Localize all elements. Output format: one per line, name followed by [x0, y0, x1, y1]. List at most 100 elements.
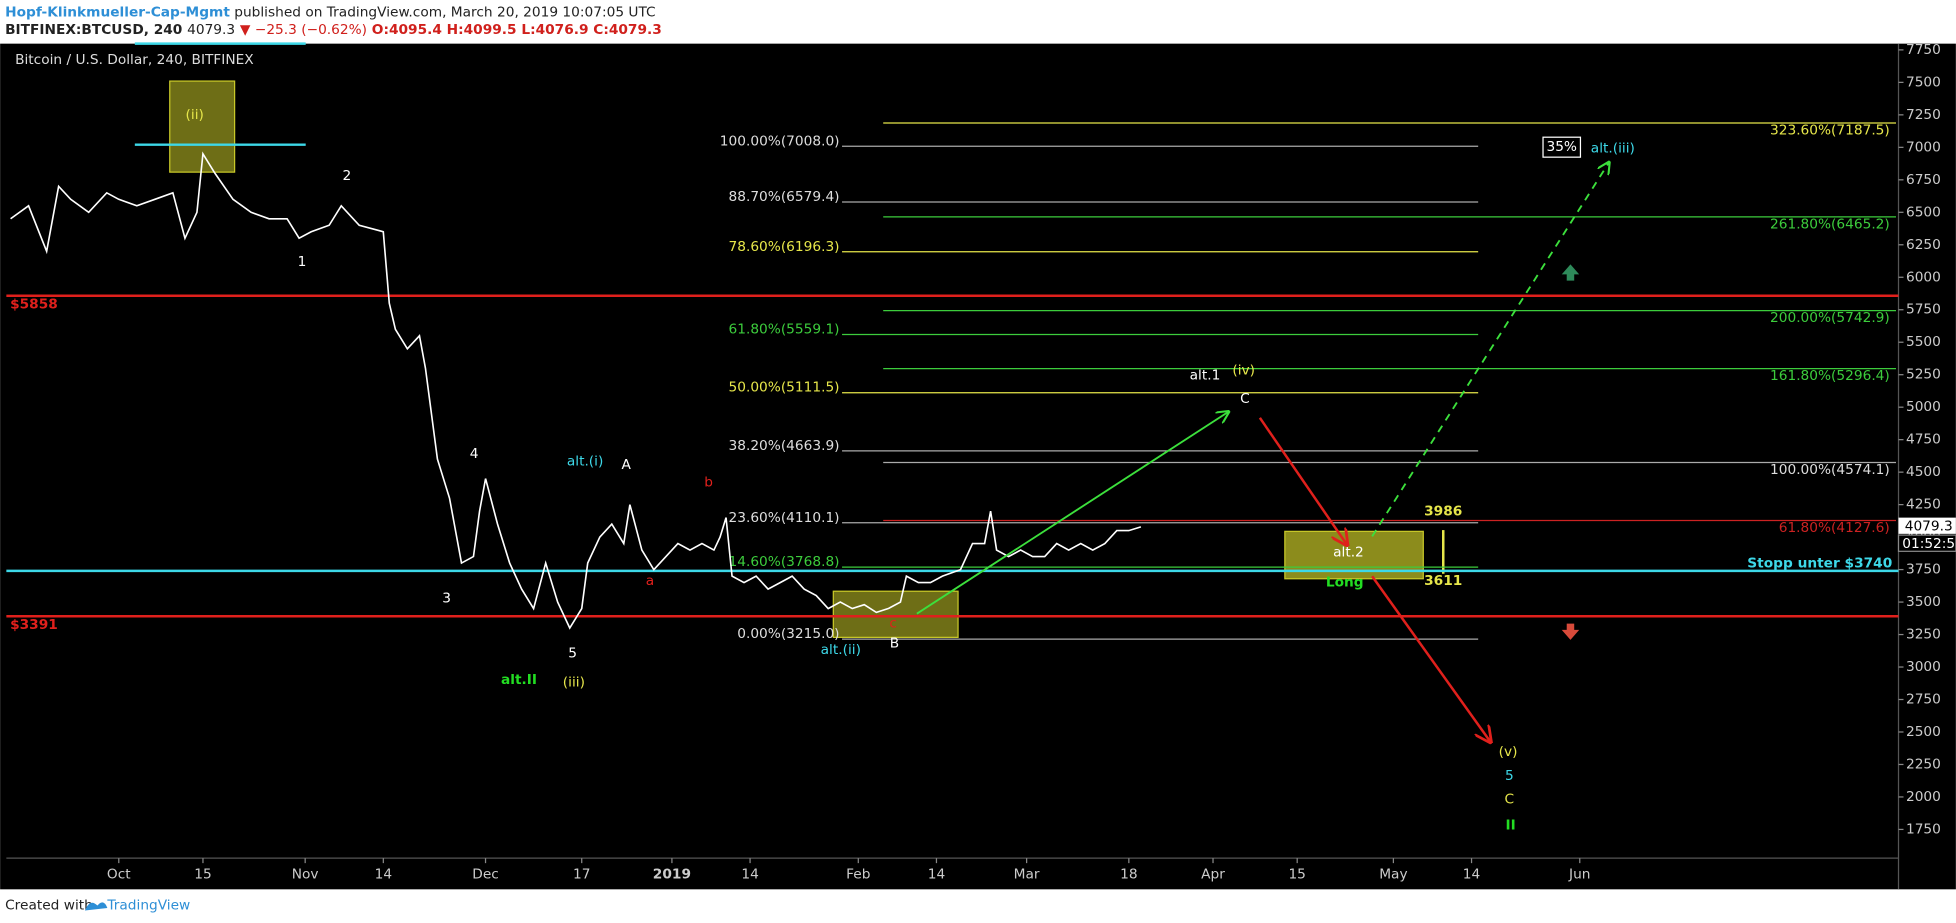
- fib-label: 78.60%(6196.3): [729, 239, 840, 255]
- wave-label: a: [646, 573, 654, 589]
- symbol: BITFINEX:BTCUSD, 240: [5, 22, 182, 38]
- fib-label: 88.70%(6579.4): [729, 189, 840, 205]
- header-line-1: Hopf-Klinkmueller-Cap-Mgmt published on …: [5, 4, 656, 20]
- change: ▼ −25.3 (−0.62%): [240, 22, 367, 38]
- y-tick-label: 2000: [1906, 789, 1941, 805]
- x-tick-label: 17: [573, 866, 590, 882]
- x-tick-label: 15: [1288, 866, 1305, 882]
- author[interactable]: Hopf-Klinkmueller-Cap-Mgmt: [5, 4, 230, 20]
- price-tag: 4079.3: [1905, 518, 1953, 534]
- fib-ext-label: 100.00%(4574.1): [1770, 462, 1890, 478]
- published: published on TradingView.com, March 20, …: [234, 4, 655, 20]
- fib-label: 100.00%(7008.0): [720, 133, 840, 149]
- chart-background: [0, 43, 1956, 890]
- timer-tag: 01:52:56: [1902, 536, 1956, 552]
- y-tick-label: 2500: [1906, 724, 1941, 740]
- y-tick-label: 5250: [1906, 367, 1941, 383]
- y-tick-label: 4750: [1906, 432, 1941, 448]
- level-label: Stopp unter $3740: [1747, 555, 1892, 571]
- x-tick-label: May: [1379, 866, 1407, 882]
- y-tick-label: 6500: [1906, 204, 1941, 220]
- wave-label: (iii): [563, 674, 585, 690]
- wave-label: (v): [1499, 744, 1518, 760]
- y-tick-label: 7500: [1906, 74, 1941, 90]
- fib-ext-label: 200.00%(5742.9): [1770, 310, 1890, 326]
- x-tick-label: Feb: [846, 866, 870, 882]
- fib-ext-label: 323.60%(7187.5): [1770, 122, 1890, 138]
- y-tick-label: 3250: [1906, 627, 1941, 643]
- up-triangle: [1561, 264, 1580, 281]
- wave-label: alt.(iii): [1591, 140, 1635, 156]
- wave-label: alt.(i): [567, 454, 603, 470]
- level-label: $5858: [10, 296, 58, 312]
- wave-label: C: [1505, 792, 1515, 808]
- x-tick-label: Nov: [292, 866, 319, 882]
- fib-ext-label: 261.80%(6465.2): [1770, 216, 1890, 232]
- header-line-2: BITFINEX:BTCUSD, 240 4079.3 ▼ −25.3 (−0.…: [5, 22, 662, 38]
- y-tick-label: 1750: [1906, 821, 1941, 837]
- wave-label: 3611: [1424, 573, 1462, 589]
- y-tick-label: 5000: [1906, 399, 1941, 415]
- level-label: $3391: [10, 617, 58, 633]
- wave-label: 4: [470, 446, 479, 462]
- wave-label: C: [1240, 391, 1250, 407]
- y-tick-label: 6000: [1906, 269, 1941, 285]
- wave-label: 1: [298, 254, 307, 270]
- tradingview-logo: [84, 902, 108, 911]
- wave-label: A: [622, 457, 632, 473]
- y-tick-label: 2750: [1906, 692, 1941, 708]
- y-tick-label: 6250: [1906, 237, 1941, 253]
- footer-created: Created with: [5, 898, 93, 914]
- wave-label: alt.1: [1190, 367, 1221, 383]
- red-arrow: [1371, 575, 1490, 742]
- fib-ext-label: 61.80%(4127.6): [1779, 520, 1890, 536]
- percent-box: [1542, 136, 1582, 158]
- wave-label: alt.II: [501, 672, 537, 688]
- x-tick-label: 14: [741, 866, 758, 882]
- y-tick-label: 7000: [1906, 139, 1941, 155]
- fib-label: 14.60%(3768.8): [729, 554, 840, 570]
- green-arrow: [916, 412, 1229, 615]
- x-tick-label: 15: [194, 866, 211, 882]
- wave-label: Long: [1326, 574, 1364, 590]
- wave-label: B: [890, 636, 899, 652]
- plot: 1750200022502500275030003250350037504000…: [6, 42, 1956, 882]
- wave-label: alt.(ii): [821, 642, 861, 658]
- x-tick-label: Mar: [1014, 866, 1040, 882]
- price-tag-bg: [1898, 517, 1956, 534]
- chart-title: Bitcoin / U.S. Dollar, 240, BITFINEX: [15, 52, 254, 68]
- fib-label: 23.60%(4110.1): [729, 510, 840, 526]
- y-tick-label: 2250: [1906, 756, 1941, 772]
- x-tick-label: 14: [928, 866, 945, 882]
- x-tick-label: Jun: [1568, 866, 1590, 882]
- y-tick-label: 4250: [1906, 497, 1941, 513]
- x-tick-label: 2019: [653, 866, 691, 882]
- wave-label: (ii): [186, 107, 204, 123]
- y-tick-label: 5750: [1906, 302, 1941, 318]
- x-tick-label: 14: [375, 866, 392, 882]
- wave-label: alt.2: [1333, 545, 1364, 561]
- wave-label: 3: [442, 591, 451, 607]
- y-tick-label: 7250: [1906, 107, 1941, 123]
- wave-label: 5: [568, 646, 577, 662]
- y-tick-label: 3750: [1906, 562, 1941, 578]
- fib-label: 61.80%(5559.1): [729, 322, 840, 338]
- wave-label: 2: [343, 168, 352, 184]
- y-tick-label: 3000: [1906, 659, 1941, 675]
- wave-label: c: [889, 616, 897, 632]
- x-tick-label: 18: [1120, 866, 1137, 882]
- wave-label: II: [1505, 818, 1515, 834]
- last-price: 4079.3: [187, 22, 235, 38]
- y-tick-label: 7750: [1906, 42, 1941, 58]
- price-line: [10, 151, 1142, 630]
- red-arrow: [1258, 417, 1347, 545]
- wave-label: (iv): [1232, 362, 1255, 378]
- fib-label: 0.00%(3215.0): [737, 626, 839, 642]
- fib-label: 50.00%(5111.5): [729, 380, 840, 396]
- footer-brand[interactable]: TradingView: [106, 898, 190, 914]
- ohlc: O:4095.4 H:4099.5 L:4076.9 C:4079.3: [372, 22, 662, 38]
- y-tick-label: 5500: [1906, 334, 1941, 350]
- y-tick-label: 3500: [1906, 594, 1941, 610]
- x-tick-label: 14: [1463, 866, 1480, 882]
